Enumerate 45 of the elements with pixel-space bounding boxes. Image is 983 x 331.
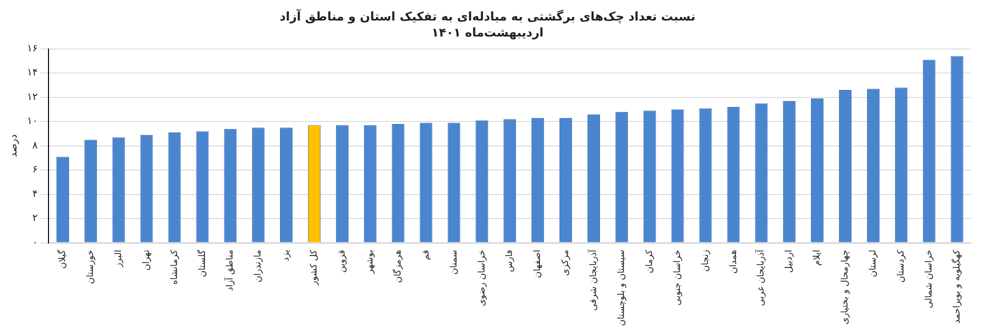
x-tick-label: خوزستان	[86, 250, 96, 284]
x-tick-label: کرمانشاه	[170, 249, 180, 285]
x-tick-label: خراسان شمالی	[924, 250, 934, 308]
x-tick-label: قم	[421, 250, 432, 260]
chart-title: نسبت تعداد چک‌های برگشتی به مبادله‌ای به تفکیک استان و مناطق آزاد	[280, 8, 696, 24]
x-tick-label: گیلان	[56, 249, 68, 269]
y-tick-label: ۸	[32, 140, 38, 152]
x-tick-label: اصفهان	[533, 250, 544, 278]
x-tick-label: کل کشور	[310, 249, 320, 286]
x-tick-label: کهگیلویه و بویراحمد	[950, 249, 962, 324]
y-tick-label: ۲	[32, 213, 38, 224]
chart-subtitle: اردیبهشت‌ماه ۱۴۰۱	[432, 26, 544, 40]
x-tick-label: همدان	[728, 250, 739, 274]
x-tick-label: خراسان جنوبی	[672, 250, 683, 306]
x-tick-label: آذربایجان غربی	[754, 249, 767, 306]
y-tick-label: ۶	[32, 164, 38, 176]
x-tick-label: هرمزگان	[391, 250, 404, 283]
x-tick-label: تهران	[142, 249, 152, 271]
x-tick-label: بوشهر	[365, 250, 376, 275]
x-tick-label: مرکزی	[561, 250, 572, 276]
x-tick-label: آذربایجان شرقی	[587, 249, 600, 311]
y-tick-label: ۴	[32, 188, 38, 200]
x-tick-label: کرمان	[644, 249, 655, 274]
y-tick-label: ۱۰	[26, 116, 38, 128]
x-tick-label: سیستان و بلوچستان	[617, 250, 628, 326]
y-tick-label: ۱۲	[26, 92, 38, 103]
x-tick-label: گلستان	[196, 249, 208, 278]
x-tick-label: قزوین	[338, 250, 348, 273]
y-axis-title: درصد	[8, 134, 20, 158]
x-tick-label: سمنان	[449, 250, 460, 275]
y-tick-label: ۱۶	[26, 43, 38, 54]
x-tick-label: اردبیل	[784, 250, 795, 273]
x-tick-label: لرستان	[868, 250, 879, 278]
x-tick-label: ایلام	[812, 250, 823, 266]
x-tick-label: یزد	[282, 249, 292, 262]
y-tick-label: ۰	[32, 237, 38, 248]
y-tick-label: ۱۴	[26, 68, 38, 79]
x-tick-label: خراسان رضوی	[477, 250, 488, 306]
x-tick-label: چهارمحال و بختیاری	[840, 250, 851, 324]
x-tick-label: البرز	[114, 250, 124, 268]
x-tick-label: مازندران	[254, 250, 264, 282]
x-tick-label: فارس	[505, 250, 516, 272]
x-tick-label: زنجان	[700, 250, 711, 272]
x-tick-label: کردستان	[896, 249, 906, 283]
x-tick-label: مناطق آزاد	[224, 250, 236, 291]
